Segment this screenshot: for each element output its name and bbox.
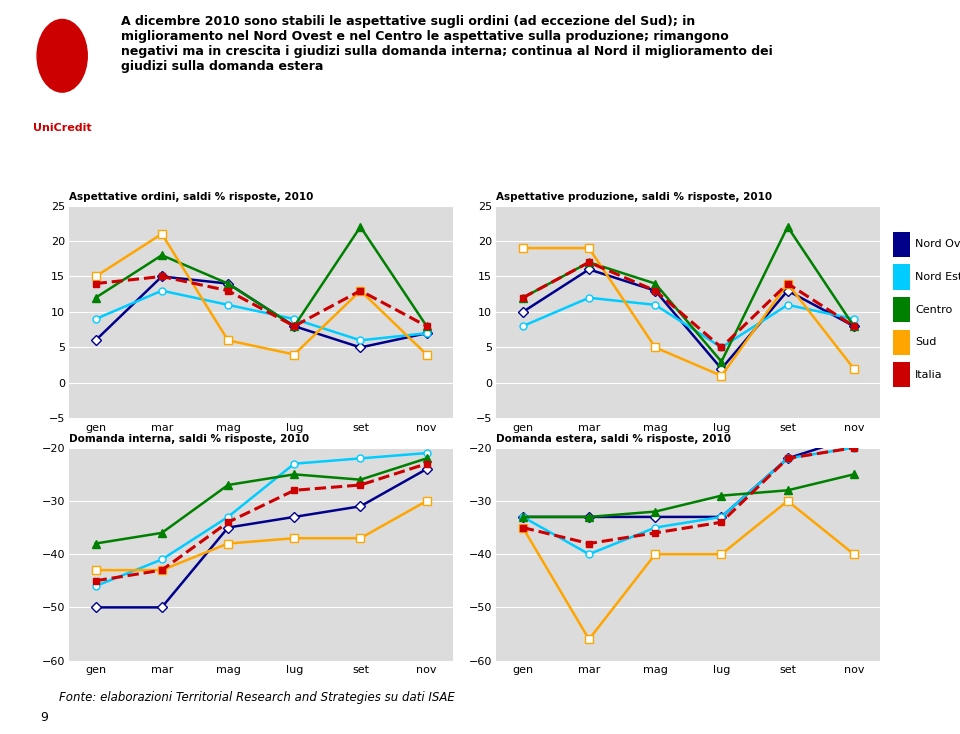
Text: Sud: Sud xyxy=(915,337,937,347)
Text: Aspettative produzione, saldi % risposte, 2010: Aspettative produzione, saldi % risposte… xyxy=(496,192,773,202)
FancyBboxPatch shape xyxy=(893,232,910,257)
Text: Nord Est: Nord Est xyxy=(915,272,960,282)
FancyBboxPatch shape xyxy=(893,297,910,322)
FancyBboxPatch shape xyxy=(893,264,910,290)
Text: 9: 9 xyxy=(40,711,48,724)
Text: Aspettative ordini, saldi % risposte, 2010: Aspettative ordini, saldi % risposte, 20… xyxy=(69,192,314,202)
Ellipse shape xyxy=(37,20,87,92)
Text: UniCredit: UniCredit xyxy=(33,123,91,134)
FancyBboxPatch shape xyxy=(893,330,910,355)
Text: Fonte: elaborazioni Territorial Research and Strategies su dati ISAE: Fonte: elaborazioni Territorial Research… xyxy=(59,691,454,704)
FancyBboxPatch shape xyxy=(893,362,910,388)
Text: Nord Ovest: Nord Ovest xyxy=(915,239,960,250)
Text: A dicembre 2010 sono stabili le aspettative sugli ordini (ad eccezione del Sud);: A dicembre 2010 sono stabili le aspettat… xyxy=(121,15,773,73)
Text: Centro: Centro xyxy=(915,305,952,315)
Text: Domanda estera, saldi % risposte, 2010: Domanda estera, saldi % risposte, 2010 xyxy=(496,435,732,444)
Text: Italia: Italia xyxy=(915,370,943,379)
Text: Domanda interna, saldi % risposte, 2010: Domanda interna, saldi % risposte, 2010 xyxy=(69,435,309,444)
